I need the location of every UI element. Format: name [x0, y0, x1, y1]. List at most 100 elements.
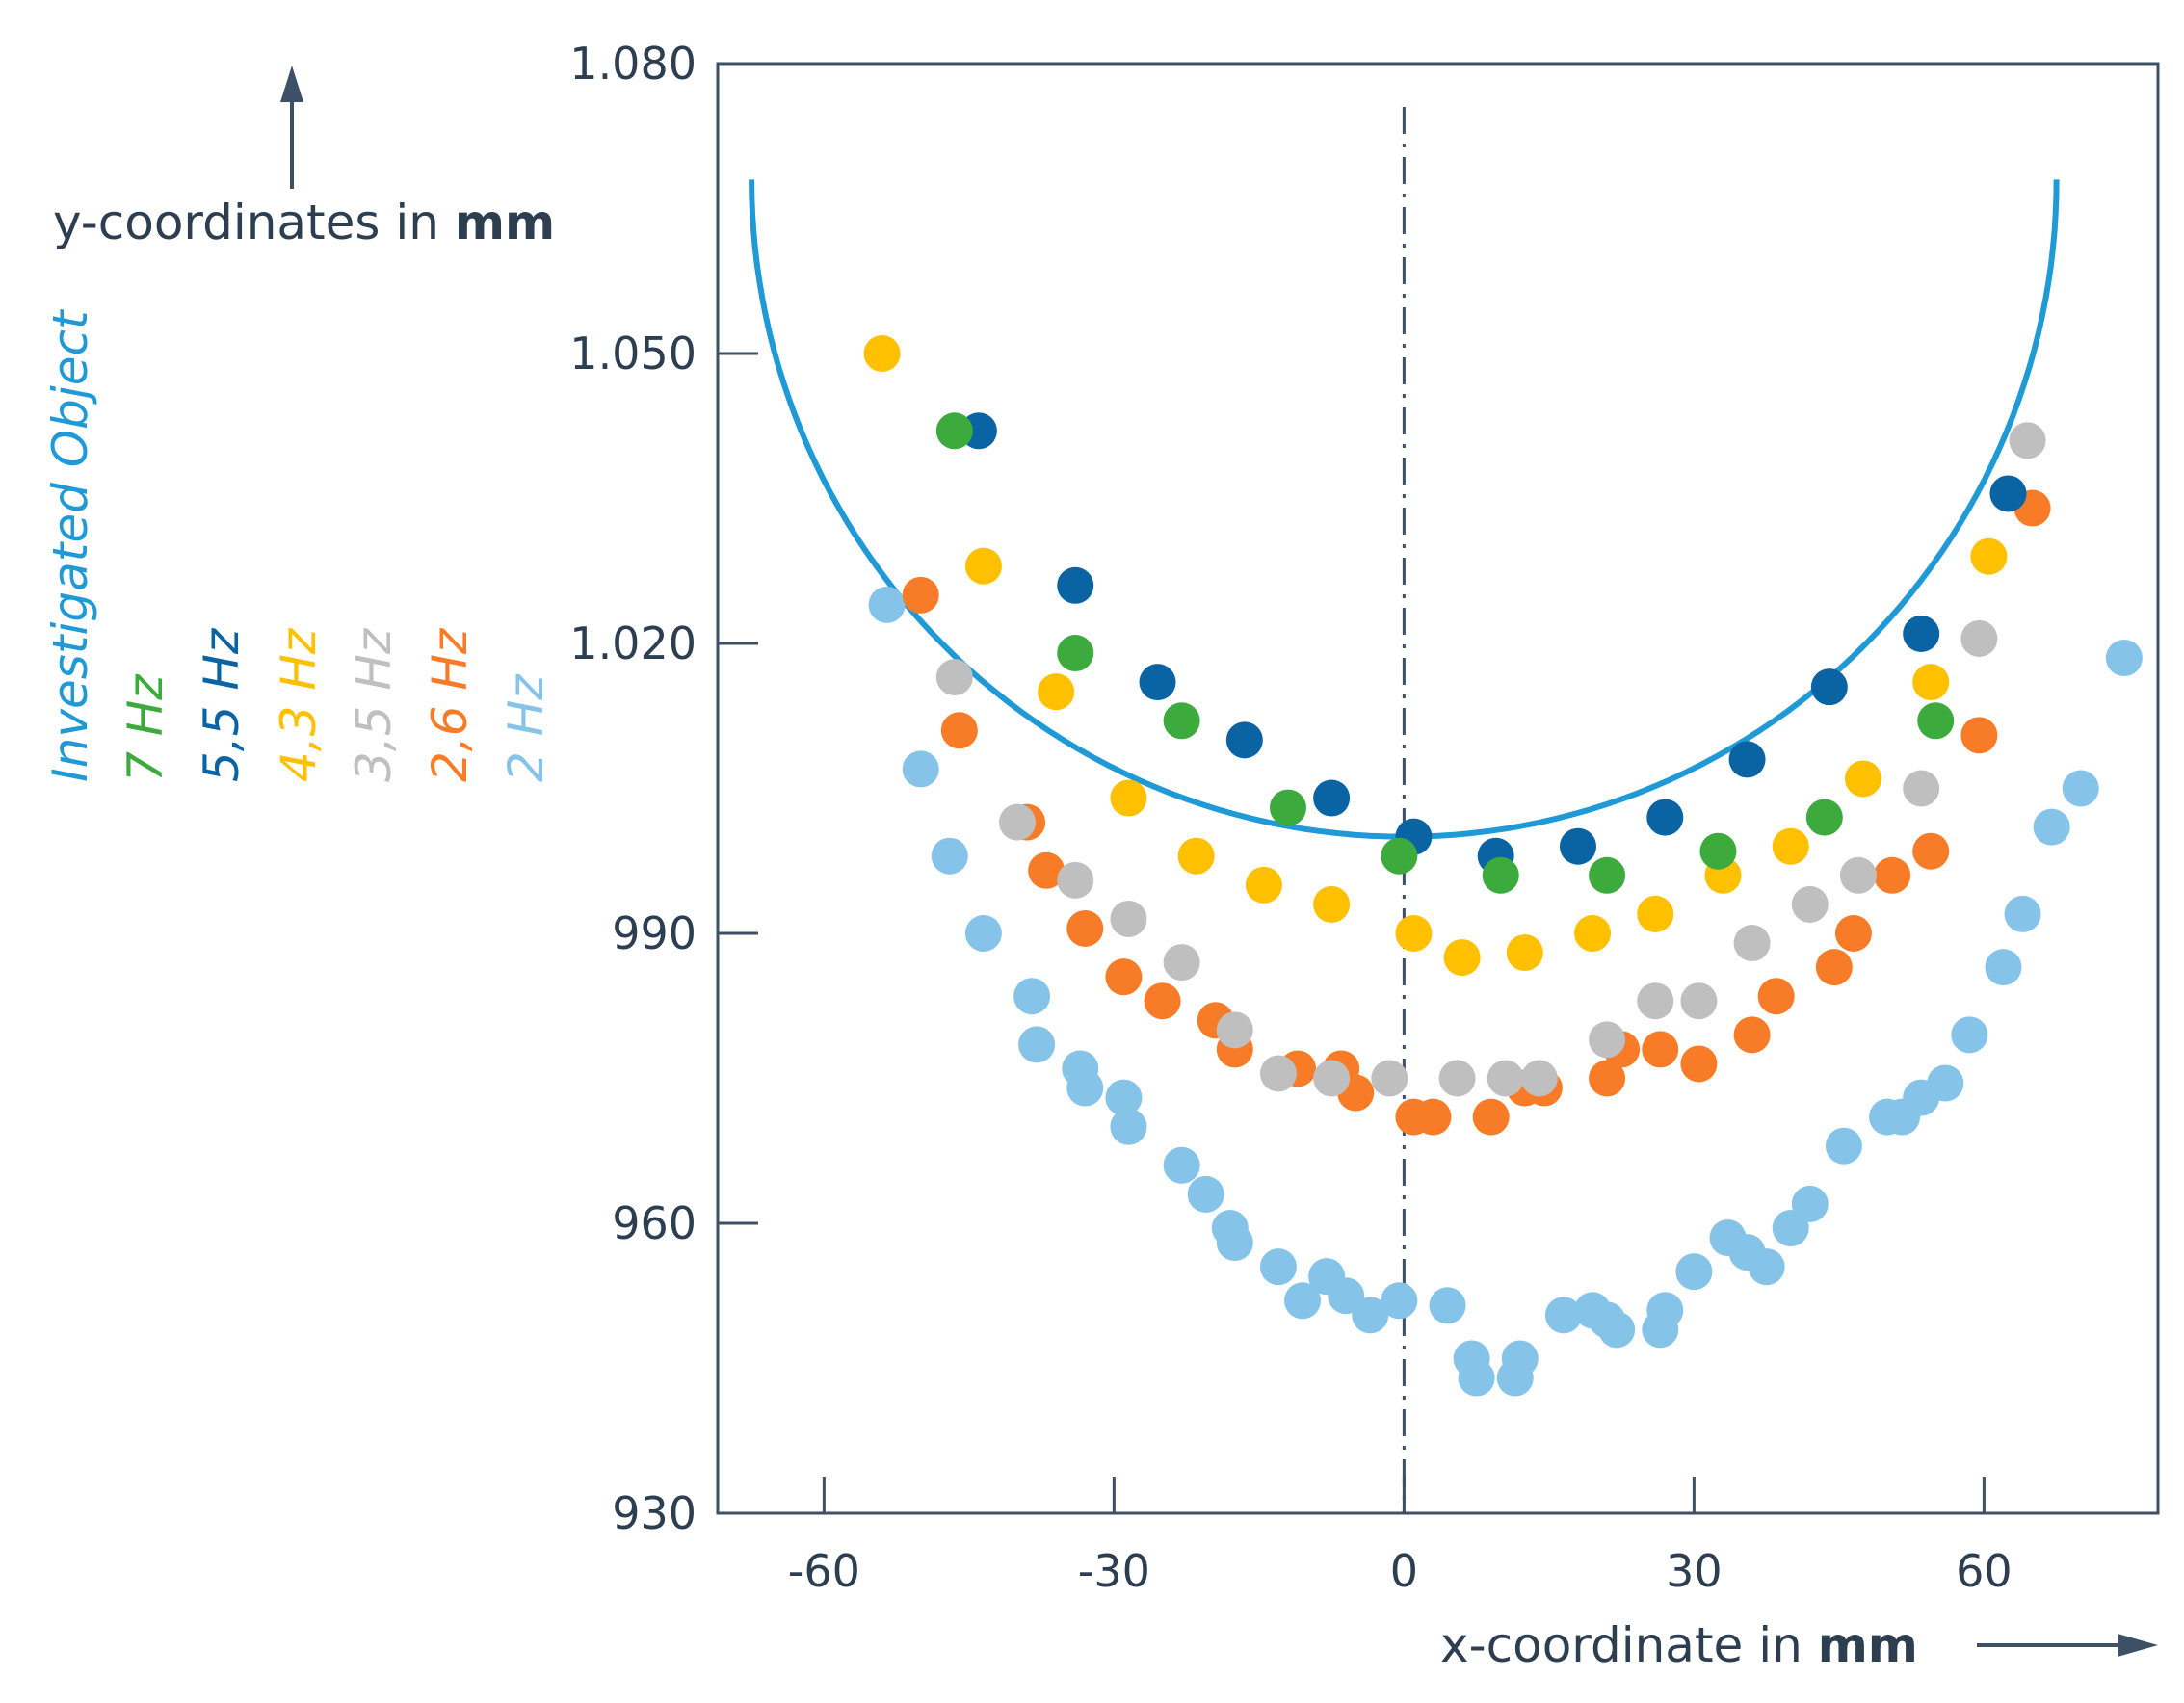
x-axis-title: x-coordinate in mm: [1440, 1617, 2158, 1673]
data-point: [902, 750, 939, 788]
data-point: [935, 659, 973, 696]
data-point: [1903, 770, 1940, 807]
y-axis-ticks: 930 960 990 1.020 1.050 1.080: [569, 38, 758, 1539]
data-point: [1105, 958, 1143, 996]
data-point: [1057, 566, 1094, 604]
legend-entry: 2 Hz: [498, 673, 554, 782]
data-point: [1018, 1026, 1056, 1063]
data-point: [1844, 760, 1881, 798]
data-point: [1589, 1021, 1626, 1059]
data-point: [1057, 861, 1094, 899]
data-point: [1772, 827, 1809, 865]
data-point: [1960, 619, 1998, 657]
data-point: [1438, 1060, 1476, 1097]
data-point: [1589, 1060, 1626, 1097]
data-point: [1482, 856, 1519, 894]
data-point: [2062, 770, 2099, 807]
data-point: [1429, 1287, 1466, 1324]
data-point: [1110, 900, 1147, 937]
x-axis-ticks: -60 -30 0 30 60: [788, 1477, 2013, 1597]
data-point: [1874, 856, 1911, 894]
data-point: [1057, 635, 1094, 672]
data-point: [1559, 827, 1596, 865]
data-point: [1728, 741, 1766, 778]
data-point: [1259, 1055, 1297, 1092]
data-point: [1917, 702, 1955, 740]
svg-text:y-coordinates in mm: y-coordinates in mm: [53, 195, 555, 250]
data-point: [1839, 856, 1877, 894]
y-tick-label: 1.050: [569, 328, 697, 380]
data-point: [1642, 1031, 1679, 1068]
svg-text:x-coordinate in mm: x-coordinate in mm: [1440, 1617, 1918, 1673]
series-2-hz: [868, 586, 2143, 1397]
data-point: [1110, 779, 1147, 817]
data-point: [1733, 1016, 1771, 1054]
data-point: [1501, 1340, 1539, 1377]
y-axis-title-text: y-coordinates in: [53, 195, 455, 250]
data-point: [1313, 885, 1351, 923]
x-axis-title-text: x-coordinate in: [1440, 1617, 1818, 1673]
y-axis-arrow-icon: [280, 66, 303, 102]
data-point: [1912, 832, 1950, 870]
data-point: [1675, 1253, 1713, 1291]
legend-entry: 5,5 Hz: [194, 627, 250, 782]
data-point: [1791, 885, 1829, 923]
data-point: [1805, 799, 1843, 836]
data-point: [1038, 673, 1075, 711]
data-point: [1637, 895, 1674, 932]
x-tick-label: -30: [1078, 1545, 1150, 1597]
data-point: [1225, 721, 1263, 759]
y-axis-title-unit: mm: [455, 195, 555, 250]
plot-frame: [716, 62, 2160, 1515]
data-point: [1284, 1282, 1322, 1320]
data-point: [1680, 1045, 1718, 1083]
data-point: [1834, 915, 1872, 952]
data-point: [863, 335, 901, 372]
data-point: [1989, 475, 2027, 512]
data-point: [940, 712, 978, 749]
x-tick-label: 0: [1390, 1545, 1418, 1597]
data-point: [1520, 1060, 1558, 1097]
x-axis-arrow-icon: [2118, 1634, 2158, 1657]
data-point: [1903, 615, 1940, 652]
data-point: [1637, 982, 1674, 1020]
data-point: [1139, 664, 1176, 701]
data-point: [1815, 949, 1853, 986]
data-point: [1414, 1098, 1452, 1136]
data-point: [1985, 949, 2022, 986]
data-points: [863, 335, 2143, 1397]
data-point: [868, 586, 906, 623]
data-point: [1458, 1359, 1495, 1397]
data-point: [1144, 982, 1181, 1020]
data-point: [1245, 866, 1282, 904]
legend-entry: 2,6 Hz: [422, 627, 478, 782]
data-point: [1163, 702, 1200, 740]
data-point: [1013, 978, 1051, 1015]
data-point: [1951, 1016, 1988, 1054]
data-point: [1443, 939, 1481, 977]
data-point: [1187, 1175, 1224, 1213]
data-point: [1589, 856, 1626, 894]
data-point: [1748, 1248, 1785, 1286]
data-point: [1395, 915, 1433, 952]
y-tick-label: 930: [612, 1487, 697, 1539]
data-point: [1352, 1297, 1389, 1334]
data-point: [1646, 799, 1684, 836]
x-tick-label: 60: [1956, 1545, 2013, 1597]
data-point: [1216, 1224, 1253, 1262]
y-tick-label: 990: [612, 907, 697, 959]
data-point: [1216, 1011, 1253, 1049]
data-point: [1912, 664, 1950, 701]
data-point: [1177, 837, 1215, 875]
y-tick-label: 1.020: [569, 617, 697, 669]
data-point: [1960, 717, 1998, 754]
legend-entry: 3,5 Hz: [346, 627, 402, 782]
data-point: [1646, 1292, 1684, 1329]
y-tick-label: 1.080: [569, 38, 697, 90]
data-point: [1105, 1079, 1143, 1116]
data-point: [1506, 934, 1543, 972]
data-point: [902, 576, 939, 614]
data-point: [1544, 1297, 1582, 1334]
data-point: [1757, 978, 1795, 1015]
